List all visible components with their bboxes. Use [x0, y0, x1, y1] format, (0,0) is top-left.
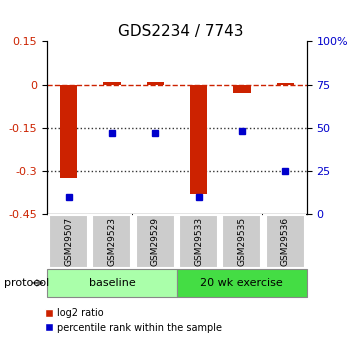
Text: GSM29507: GSM29507	[64, 217, 73, 266]
Bar	[147, 82, 164, 85]
Text: GDS2234 / 7743: GDS2234 / 7743	[118, 24, 243, 39]
Text: GSM29533: GSM29533	[194, 217, 203, 266]
Legend: log2 ratio, percentile rank within the sample: log2 ratio, percentile rank within the s…	[41, 304, 226, 337]
FancyBboxPatch shape	[136, 215, 175, 268]
FancyBboxPatch shape	[266, 215, 305, 268]
FancyBboxPatch shape	[47, 269, 177, 297]
Bar	[60, 85, 77, 178]
Bar	[277, 83, 294, 85]
FancyBboxPatch shape	[222, 215, 261, 268]
FancyBboxPatch shape	[177, 269, 307, 297]
FancyBboxPatch shape	[49, 215, 88, 268]
Bar	[190, 85, 207, 194]
Text: GSM29536: GSM29536	[281, 217, 290, 266]
Text: protocol: protocol	[4, 278, 49, 288]
Bar	[233, 85, 251, 93]
FancyBboxPatch shape	[179, 215, 218, 268]
Text: GSM29535: GSM29535	[238, 217, 246, 266]
Text: 20 wk exercise: 20 wk exercise	[200, 278, 283, 288]
FancyBboxPatch shape	[92, 215, 131, 268]
Text: GSM29529: GSM29529	[151, 217, 160, 266]
Bar	[103, 82, 121, 85]
Text: baseline: baseline	[88, 278, 135, 288]
Text: GSM29523: GSM29523	[108, 217, 116, 266]
